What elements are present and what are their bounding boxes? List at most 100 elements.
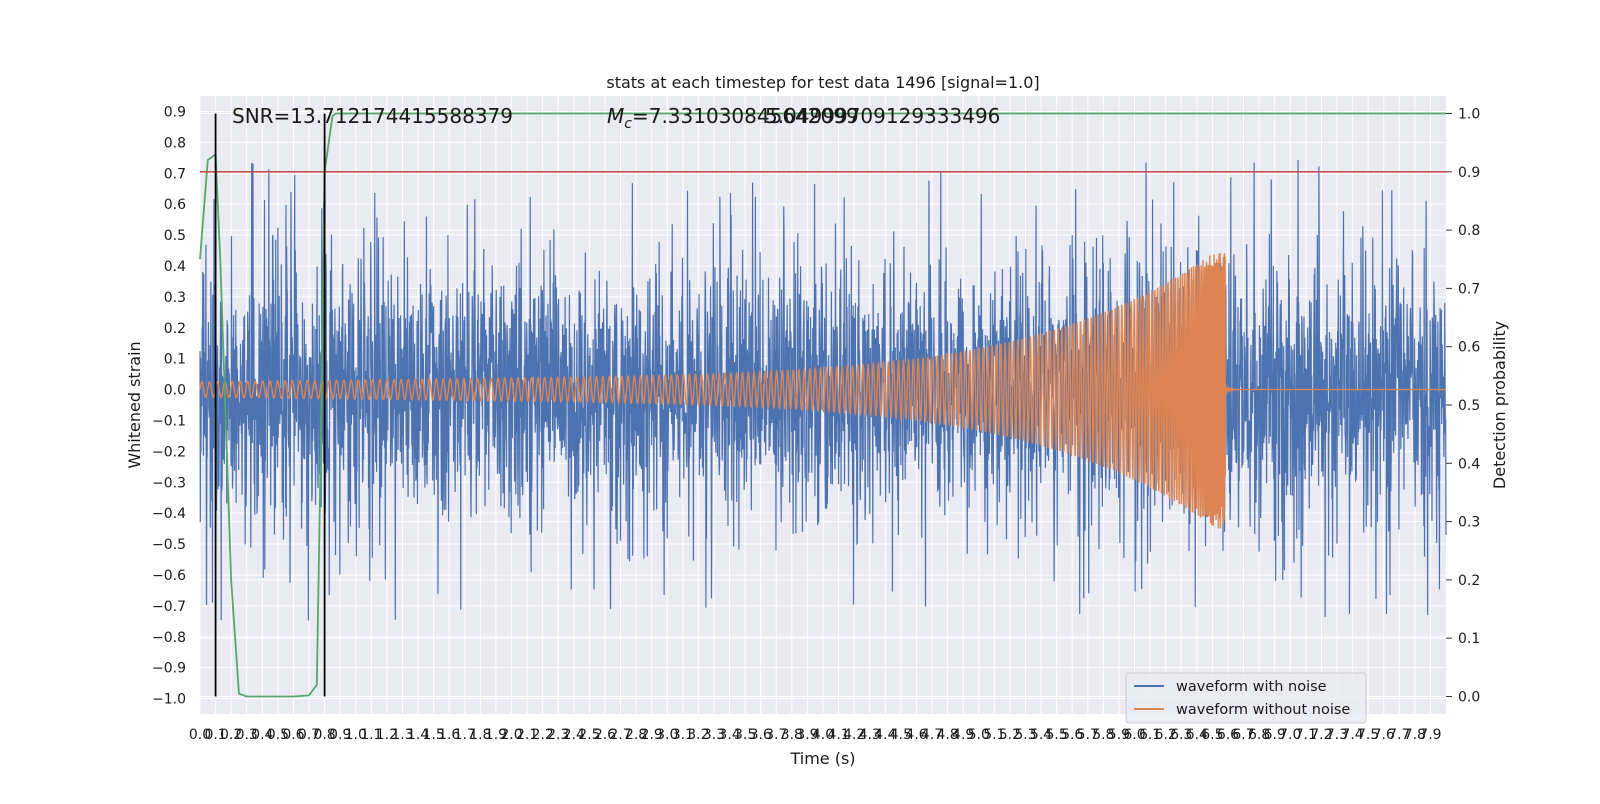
x-tick-label: 7.6 (1373, 727, 1395, 743)
x-tick-label: 7.1 (1295, 727, 1317, 743)
x-tick-label: 7.8 (1404, 727, 1426, 743)
y-tick-label: −0.3 (152, 475, 186, 491)
y-right-tick-label: 0.9 (1458, 165, 1480, 181)
y-tick-label: 0.9 (164, 104, 186, 120)
y-tick-label: 0.7 (164, 166, 186, 182)
vertical-markers (214, 113, 326, 697)
x-tick-label: 7.0 (1279, 727, 1301, 743)
x-tick-label: 2.6 (594, 727, 616, 743)
x-tick-label: 3.7 (765, 727, 787, 743)
x-axis-ticks: 0.00.10.20.30.40.50.60.70.80.91.01.11.21… (189, 727, 1442, 743)
x-tick-label: 7.9 (1419, 727, 1441, 743)
x-tick-label: 1.0 (345, 727, 367, 743)
x-tick-label: 2.5 (578, 727, 600, 743)
x-tick-label: 3.2 (687, 727, 709, 743)
x-tick-label: 1.6 (438, 727, 460, 743)
x-tick-label: 0.3 (236, 727, 258, 743)
x-tick-label: 4.2 (843, 727, 865, 743)
x-tick-label: 0.5 (267, 727, 289, 743)
y-tick-label: 0.1 (164, 352, 186, 368)
y-right-tick-label: 0.6 (1458, 340, 1480, 356)
legend: waveform with noise waveform without noi… (1125, 672, 1367, 724)
y-right-tick-label: 0.8 (1458, 223, 1480, 239)
x-tick-label: 6.7 (1232, 727, 1254, 743)
chart-title: stats at each timestep for test data 149… (606, 73, 1039, 92)
x-tick-label: 5.7 (1077, 727, 1099, 743)
y-tick-label: 0.8 (164, 135, 186, 151)
y-axis-left-ticks: 0.9 0.8 0.7 0.6 0.5 0.4 0.3 0.2 0.1 0.0 −0.1 −0.2 −0… (152, 104, 186, 707)
legend-label-clean: waveform without noise (1176, 702, 1350, 718)
y-tick-label: −0.6 (152, 568, 186, 584)
y-tick-label: 0.3 (164, 290, 186, 306)
y-tick-label: 0.6 (164, 197, 186, 213)
x-tick-label: 0.9 (329, 727, 351, 743)
legend-label-noise: waveform with noise (1176, 679, 1327, 695)
x-tick-label: 4.1 (827, 727, 849, 743)
x-tick-label: 4.0 (812, 727, 834, 743)
x-tick-label: 3.4 (718, 727, 740, 743)
x-tick-label: 3.8 (781, 727, 803, 743)
line-waveform-with-noise (199, 160, 1447, 621)
x-tick-label: 1.8 (469, 727, 491, 743)
y-right-tick-label: 0.3 (1458, 515, 1480, 531)
x-tick-label: 5.4 (1030, 727, 1052, 743)
chirp-mass-subscript: c (624, 116, 632, 132)
x-tick-label: 3.6 (750, 727, 772, 743)
y-tick-label: −1.0 (152, 692, 186, 708)
chirp-mass-symbol: M (607, 104, 624, 128)
x-tick-label: 4.4 (874, 727, 896, 743)
x-tick-label: 4.5 (890, 727, 912, 743)
x-tick-label: 3.3 (703, 727, 725, 743)
series-waveform-without-noise (199, 253, 1446, 529)
overlapping-annotation: 5.04999709129333496 (765, 104, 1000, 128)
chirp-mass-annotation: Mc=7.331030845642099 (607, 104, 859, 132)
x-tick-label: 0.2 (220, 727, 242, 743)
x-tick-label: 4.6 (905, 727, 927, 743)
y-right-tick-label: 1.0 (1458, 106, 1480, 122)
x-axis-label: Time (s) (789, 749, 855, 768)
series-waveform-with-noise (199, 160, 1447, 621)
snr-annotation: SNR=13.712174415588379 (232, 104, 513, 128)
x-tick-label: 6.3 (1170, 727, 1192, 743)
x-tick-label: 5.6 (1061, 727, 1083, 743)
y-tick-label: −0.9 (152, 661, 186, 677)
y-axis-left-label: Whitened strain (125, 341, 144, 468)
chirp-mass-value: =7.331030845642099 (632, 104, 859, 128)
x-tick-label: 7.4 (1341, 727, 1363, 743)
x-tick-label: 2.7 (609, 727, 631, 743)
x-tick-label: 7.2 (1310, 727, 1332, 743)
x-tick-label: 2.0 (500, 727, 522, 743)
line-waveform-without-noise (199, 253, 1446, 529)
x-tick-label: 6.0 (1123, 727, 1145, 743)
x-tick-label: 0.6 (282, 727, 304, 743)
x-tick-label: 2.9 (641, 727, 663, 743)
x-tick-label: 1.9 (485, 727, 507, 743)
x-tick-label: 7.7 (1388, 727, 1410, 743)
line-detection-probability (199, 112, 1446, 698)
y-tick-label: −0.1 (152, 413, 186, 429)
y-tick-label: 0.0 (164, 383, 186, 399)
x-tick-label: 0.1 (204, 727, 226, 743)
x-tick-label: 2.4 (563, 727, 585, 743)
x-tick-label: 2.2 (532, 727, 554, 743)
x-tick-label: 4.8 (936, 727, 958, 743)
y-right-tick-label: 0.4 (1458, 456, 1480, 472)
y-right-tick-label: 0.7 (1458, 281, 1480, 297)
y-right-tick-label: 0.5 (1458, 398, 1480, 414)
y-axis-right-ticks: 1.0 0.9 0.8 0.7 0.6 0.5 0.4 0.3 0.2 0.1 0.0 (1446, 106, 1480, 706)
x-tick-label: 2.3 (547, 727, 569, 743)
x-tick-label: 4.9 (952, 727, 974, 743)
y-right-tick-label: 0.0 (1458, 690, 1480, 706)
y-tick-label: 0.4 (164, 259, 186, 275)
x-tick-label: 1.1 (360, 727, 382, 743)
legend-box (1125, 672, 1367, 724)
x-tick-label: 2.8 (625, 727, 647, 743)
x-tick-label: 5.5 (1045, 727, 1067, 743)
y-tick-label: 0.5 (164, 228, 186, 244)
y-tick-label: −0.2 (152, 444, 186, 460)
x-tick-label: 1.3 (391, 727, 413, 743)
series-detection-probability (199, 112, 1446, 698)
x-tick-label: 1.7 (454, 727, 476, 743)
